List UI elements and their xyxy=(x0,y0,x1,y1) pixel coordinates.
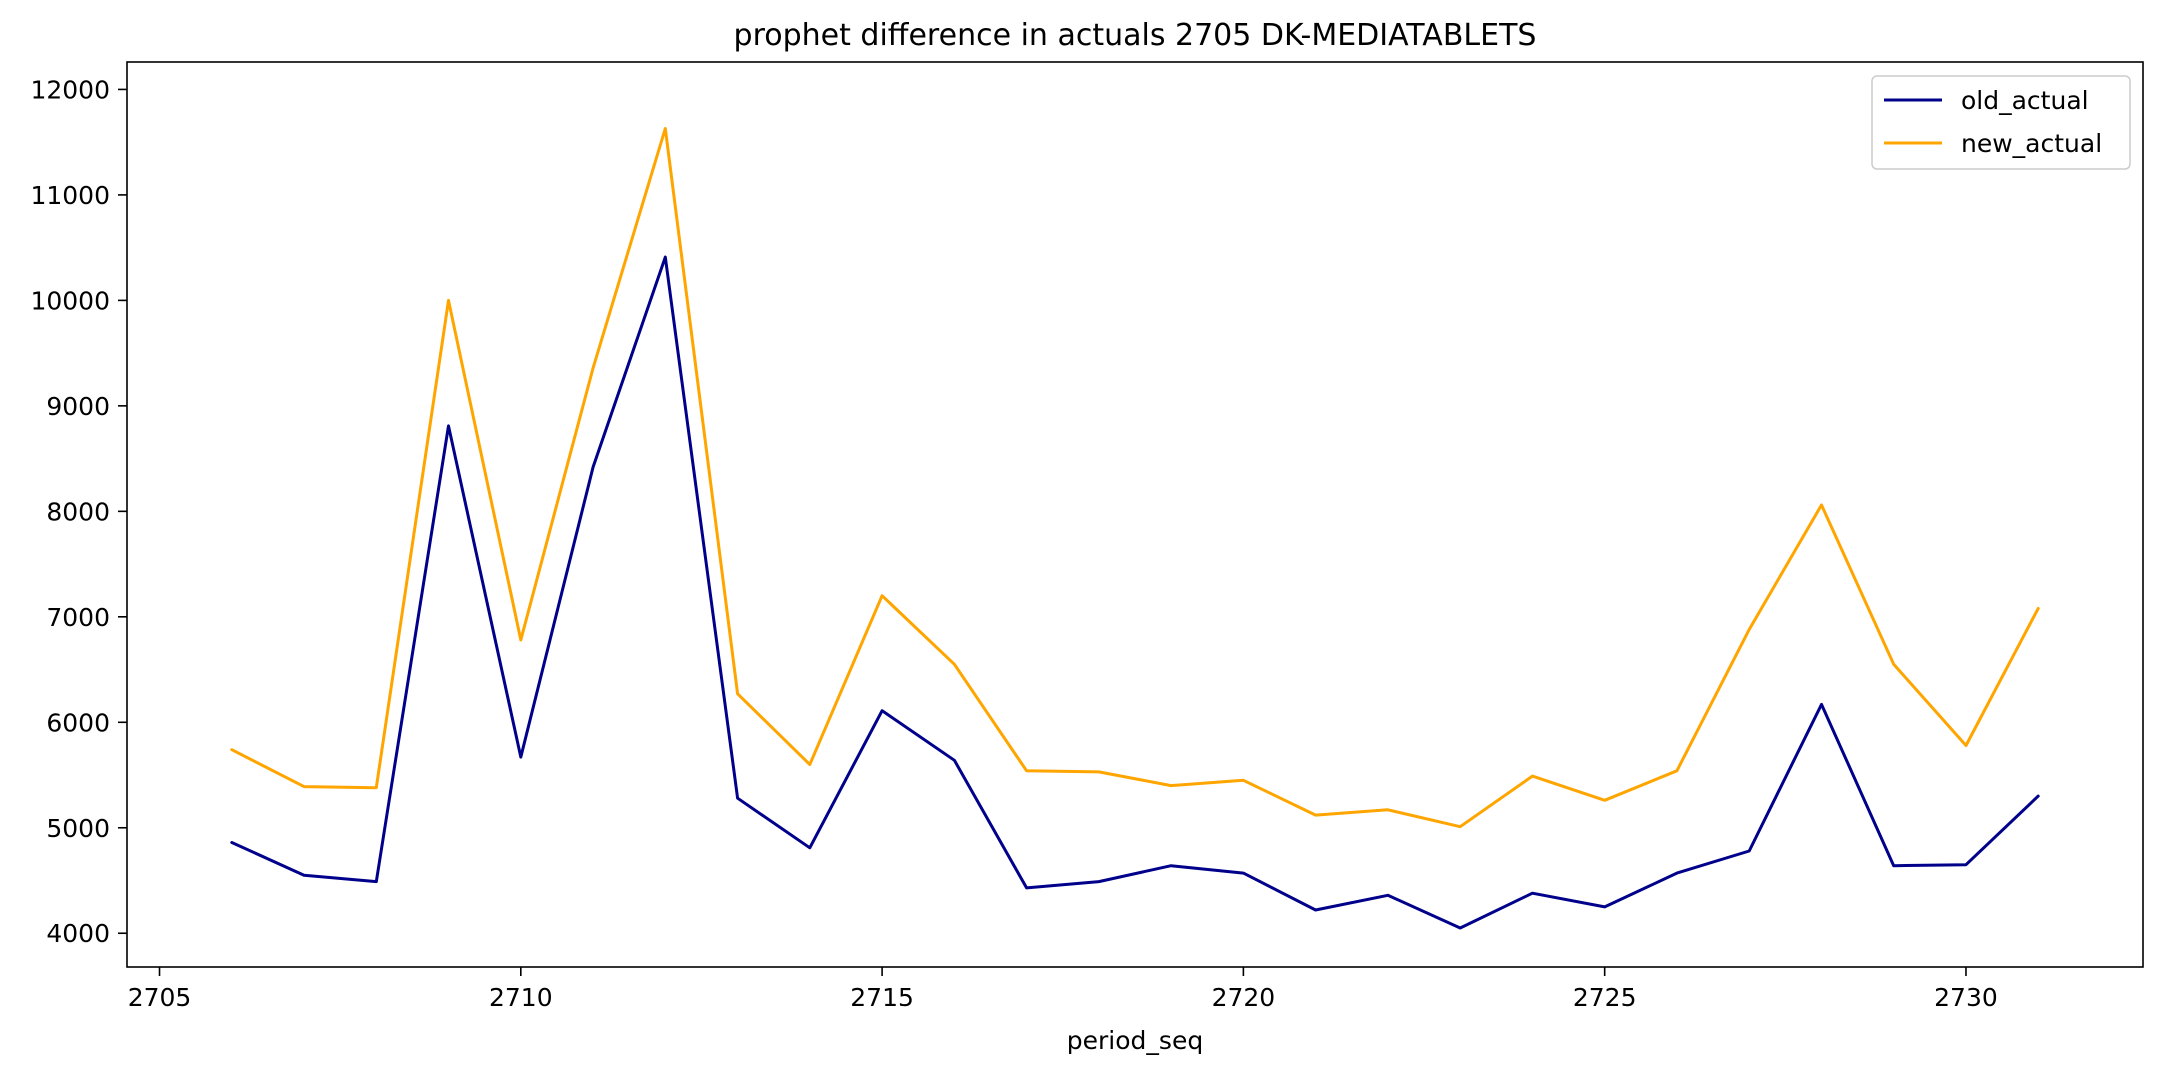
y-tick-label: 10000 xyxy=(30,286,110,315)
series-line-new_actual xyxy=(230,127,2040,829)
chart-title: prophet difference in actuals 2705 DK-ME… xyxy=(734,18,1537,53)
plot-frame xyxy=(126,61,2144,968)
x-tick-label: 2715 xyxy=(850,983,914,1012)
y-tick-label: 7000 xyxy=(46,603,110,632)
legend: old_actual new_actual xyxy=(1871,75,2131,170)
y-tick-label: 11000 xyxy=(30,181,110,210)
series-layer xyxy=(230,127,2040,930)
y-tick-label: 8000 xyxy=(46,497,110,526)
y-tick-label: 9000 xyxy=(46,392,110,421)
x-axis-label: period_seq xyxy=(1067,1026,1203,1055)
x-tick-label: 2705 xyxy=(128,983,192,1012)
y-axis: 4000 5000 6000 7000 8000 9000 10000 11000 12000 xyxy=(30,75,127,948)
x-tick-label: 2720 xyxy=(1212,983,1276,1012)
y-tick-label: 6000 xyxy=(46,708,110,737)
legend-label-old_actual: old_actual xyxy=(1961,86,2089,115)
x-axis: 2705 2710 2715 2720 2725 2730 xyxy=(128,967,1998,1012)
legend-label-new_actual: new_actual xyxy=(1961,129,2102,158)
y-tick-label: 5000 xyxy=(46,814,110,843)
y-tick-label: 4000 xyxy=(46,919,110,948)
x-tick-label: 2710 xyxy=(489,983,553,1012)
y-tick-label: 12000 xyxy=(30,75,110,104)
x-tick-label: 2730 xyxy=(1934,983,1998,1012)
series-line-old_actual xyxy=(230,255,2040,930)
x-tick-label: 2725 xyxy=(1573,983,1637,1012)
